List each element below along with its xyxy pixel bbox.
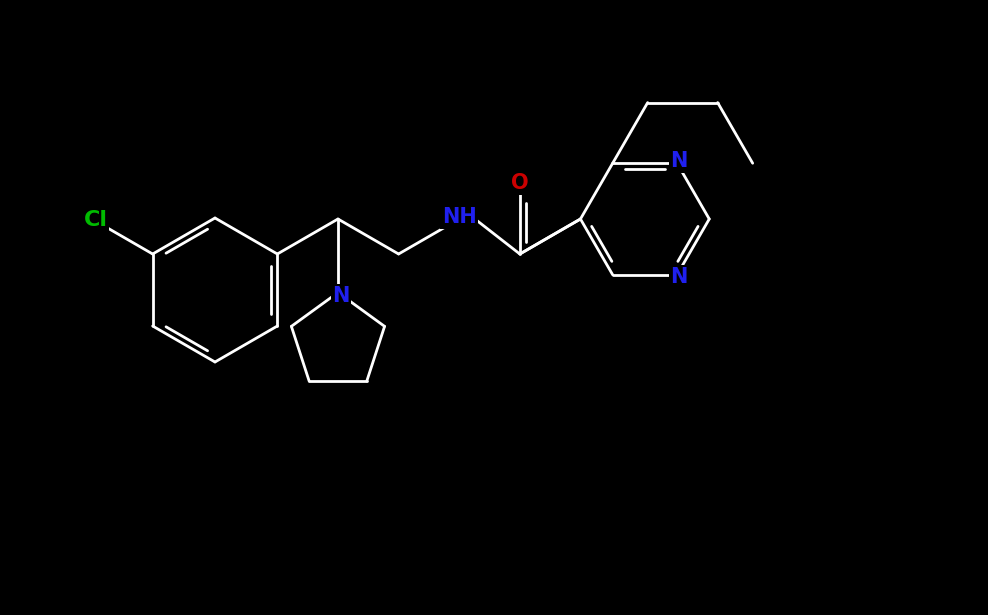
- Text: Cl: Cl: [84, 210, 108, 231]
- Text: N: N: [332, 285, 350, 306]
- Text: N: N: [671, 267, 688, 287]
- Text: N: N: [671, 151, 688, 171]
- Text: NH: NH: [442, 207, 476, 227]
- Text: O: O: [511, 173, 529, 193]
